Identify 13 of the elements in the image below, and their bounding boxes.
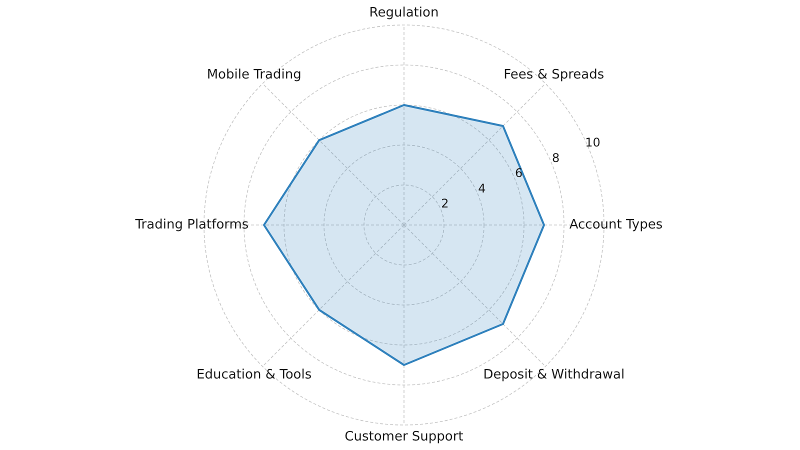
y-tick-label: 10 <box>585 135 600 150</box>
spoke-label: Deposit & Withdrawal <box>483 367 625 382</box>
y-tick-label: 8 <box>552 150 560 165</box>
spoke-label: Account Types <box>569 218 663 232</box>
spoke-label: Trading Platforms <box>134 218 249 232</box>
y-tick-label: 6 <box>515 166 523 180</box>
spoke-label: Customer Support <box>344 430 464 444</box>
spoke-label: Mobile Trading <box>206 68 302 83</box>
spoke-label: Regulation <box>369 6 439 20</box>
y-tick-label: 2 <box>441 196 449 211</box>
y-tick-label: 4 <box>478 181 486 196</box>
spoke-label: Fees & Spreads <box>504 68 604 83</box>
spoke-label: Education & Tools <box>196 367 312 382</box>
